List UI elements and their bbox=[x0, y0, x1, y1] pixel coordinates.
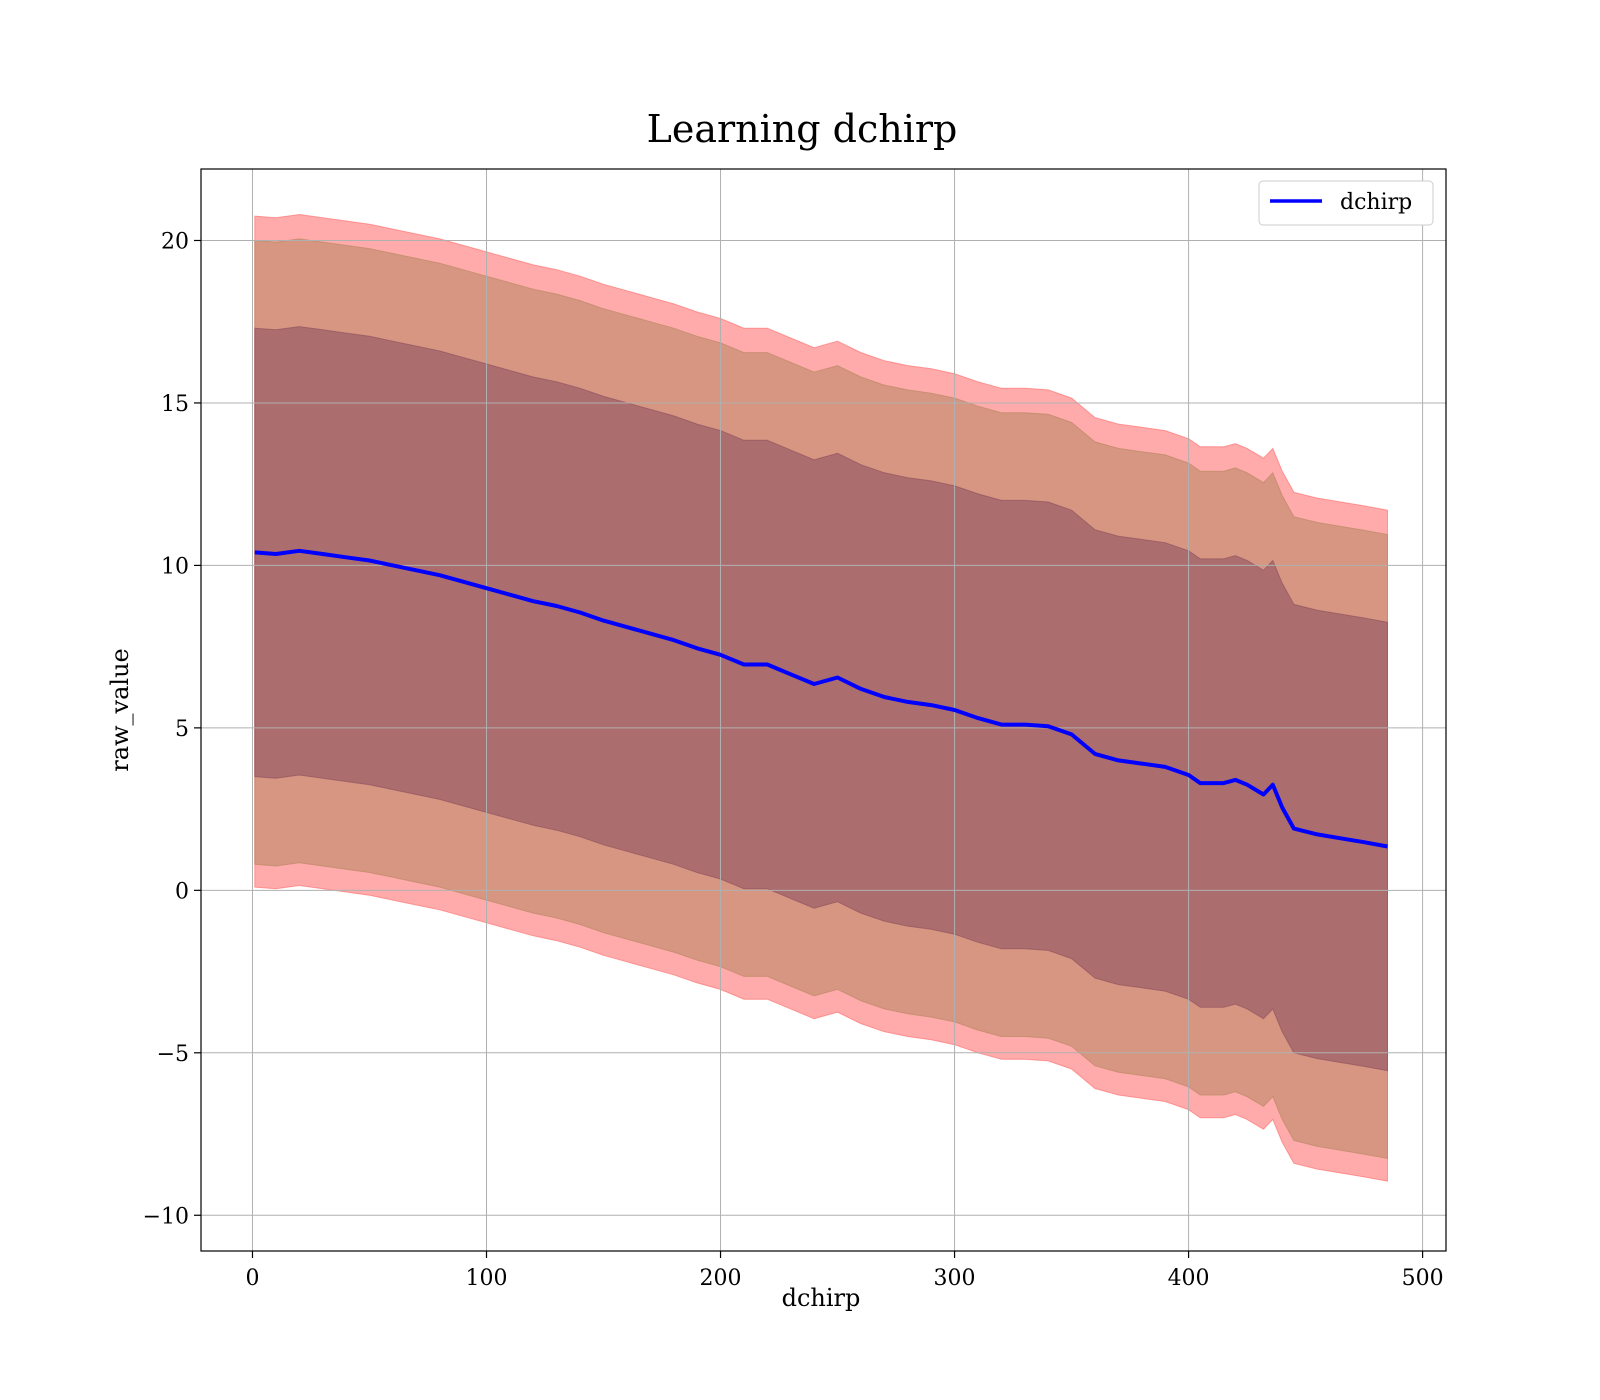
plot-frame bbox=[200, 168, 1447, 1252]
y-tick-label: −5 bbox=[157, 1042, 189, 1067]
y-axis-label: raw_value bbox=[106, 648, 134, 772]
x-axis-ticks: 0 100 200 300 400 500 bbox=[245, 1251, 1444, 1291]
x-axis-label: dchirp bbox=[782, 1284, 861, 1312]
series-line-dchirp bbox=[254, 548, 1388, 849]
y-tick-label: 5 bbox=[175, 717, 189, 742]
x-tick-label: 300 bbox=[934, 1266, 976, 1291]
series-lines bbox=[254, 548, 1388, 849]
grid bbox=[201, 169, 1446, 1251]
x-tick-label: 200 bbox=[700, 1266, 742, 1291]
x-tick-label: 100 bbox=[466, 1266, 508, 1291]
x-tick-label: 400 bbox=[1168, 1266, 1210, 1291]
y-axis-ticks: −10 −5 0 5 10 15 20 bbox=[143, 229, 201, 1229]
y-tick-label: 20 bbox=[161, 229, 189, 254]
band-inner bbox=[254, 326, 1388, 1072]
confidence-bands bbox=[254, 213, 1388, 1182]
y-tick-label: 10 bbox=[161, 554, 189, 579]
y-tick-label: −10 bbox=[143, 1204, 189, 1229]
x-tick-label: 500 bbox=[1402, 1266, 1444, 1291]
x-tick-label: 0 bbox=[245, 1266, 259, 1291]
y-tick-label: 15 bbox=[161, 392, 189, 417]
chart-title: Learning dchirp bbox=[647, 107, 958, 151]
y-tick-label: 0 bbox=[175, 879, 189, 904]
legend-label-dchirp: dchirp bbox=[1340, 190, 1412, 215]
legend-box bbox=[1258, 180, 1434, 226]
legend: dchirp bbox=[1258, 180, 1434, 226]
